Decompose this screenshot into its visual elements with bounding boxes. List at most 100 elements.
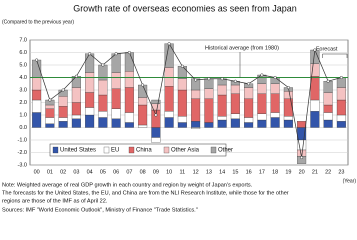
- x-tick-label: 19: [285, 169, 291, 175]
- x-axis-label: (Year): [343, 178, 357, 184]
- bar-segment: [32, 77, 42, 91]
- bar-segment: [230, 113, 240, 119]
- bar-segment: [164, 67, 174, 87]
- y-tick-label: -1.0: [18, 137, 27, 143]
- bar-segment: [191, 89, 201, 99]
- total-marker: [127, 50, 131, 55]
- x-tick-label: 08: [140, 169, 146, 175]
- x-tick-label: 21: [312, 169, 318, 175]
- total-marker: [339, 75, 343, 80]
- bar-segment: [310, 111, 320, 128]
- bar-segment: [310, 99, 320, 112]
- bar-segment: [191, 98, 201, 122]
- bar-segment: [336, 87, 346, 101]
- annotation: Historical average (from 1980): [205, 45, 279, 51]
- bar-segment: [151, 103, 161, 111]
- x-tick-label: 05: [100, 169, 106, 175]
- total-marker: [35, 58, 39, 62]
- bar-segment: [257, 93, 267, 114]
- x-tick-label: 10: [166, 169, 172, 175]
- bar-segment: [217, 116, 227, 121]
- page: {"chart_data": { "type": "bar", "title":…: [2, 3, 357, 214]
- bar-segment: [45, 117, 55, 124]
- bar-segment: [323, 112, 333, 121]
- bar-segment: [217, 119, 227, 128]
- bar-segment: [297, 121, 307, 128]
- x-tick-label: 18: [272, 169, 278, 175]
- bar-segment: [257, 83, 267, 94]
- x-tick-label: 02: [60, 169, 66, 175]
- bar-segment: [283, 98, 293, 117]
- note: regions are those of the IMF as of April…: [2, 198, 108, 204]
- bar-segment: [58, 117, 68, 122]
- x-tick-label: 00: [34, 169, 40, 175]
- bar-segment: [270, 83, 280, 94]
- bar-segment: [58, 96, 68, 107]
- x-tick-label: 04: [87, 169, 93, 175]
- bar-segment: [111, 108, 121, 119]
- total-marker: [114, 52, 118, 56]
- note: Note: Weighted average of real GDP growt…: [2, 182, 253, 188]
- x-tick-label: 12: [193, 169, 199, 175]
- bar-segment: [71, 118, 81, 128]
- total-marker: [101, 63, 105, 67]
- bar-segment: [323, 92, 333, 106]
- bar-segment: [32, 99, 42, 113]
- bar-segment: [164, 86, 174, 112]
- total-marker: [167, 42, 171, 46]
- x-tick-label: 17: [259, 169, 265, 175]
- bar-segment: [45, 108, 55, 118]
- bar-segment: [244, 122, 254, 128]
- bar-segment: [124, 71, 134, 88]
- x-tick-label: 22: [325, 169, 331, 175]
- legend-box: [49, 143, 227, 157]
- total-marker: [300, 155, 304, 160]
- total-line: [36, 42, 342, 158]
- bar-segment: [85, 107, 95, 116]
- legend-swatch: [103, 146, 110, 154]
- bar-segment: [283, 119, 293, 128]
- y-tick-label: 7.0: [19, 37, 27, 43]
- y-tick-label: 2.0: [19, 100, 27, 106]
- bar-segment: [217, 84, 227, 96]
- x-tick-label: 13: [206, 169, 212, 175]
- bar-segment: [164, 111, 174, 118]
- total-marker: [220, 77, 224, 81]
- total-marker: [233, 79, 237, 83]
- x-tick-label: 03: [73, 169, 79, 175]
- bar-segment: [257, 119, 267, 128]
- bar-segment: [124, 52, 134, 72]
- bar-segment: [151, 137, 161, 143]
- bar-segment: [71, 87, 81, 103]
- bar-segment: [283, 91, 293, 99]
- total-marker: [88, 52, 92, 56]
- total-marker: [180, 64, 184, 68]
- bar-segment: [124, 122, 134, 128]
- bar-segment: [58, 106, 68, 118]
- bar-segment: [177, 116, 187, 123]
- bar-segment: [244, 98, 254, 118]
- legend-swatch: [163, 146, 170, 154]
- bar-segment: [177, 89, 187, 117]
- bar-segment: [85, 92, 95, 108]
- source: Sources: IMF "World Economic Outlook", M…: [2, 207, 198, 213]
- bar-segment: [177, 66, 187, 79]
- legend-swatch: [52, 146, 59, 154]
- bar-segment: [111, 118, 121, 128]
- bar-segment: [244, 87, 254, 99]
- y-tick-label: -2.0: [18, 150, 27, 156]
- total-marker: [61, 88, 65, 92]
- y-tick-label: 1.0: [19, 112, 27, 118]
- bar-segment: [164, 43, 174, 68]
- x-tick-label: 15: [232, 169, 238, 175]
- bar-segment: [270, 112, 280, 118]
- bar-segment: [191, 127, 201, 129]
- chart-title: Growth rate of overseas economies as see…: [73, 3, 297, 13]
- bar-segment: [32, 112, 42, 128]
- bar-segment: [71, 114, 81, 119]
- bar-segment: [71, 102, 81, 116]
- bar-segment: [310, 76, 320, 101]
- bar-segment: [257, 113, 267, 121]
- x-tick-label: 20: [299, 169, 305, 175]
- y-tick-label: 3.0: [19, 87, 27, 93]
